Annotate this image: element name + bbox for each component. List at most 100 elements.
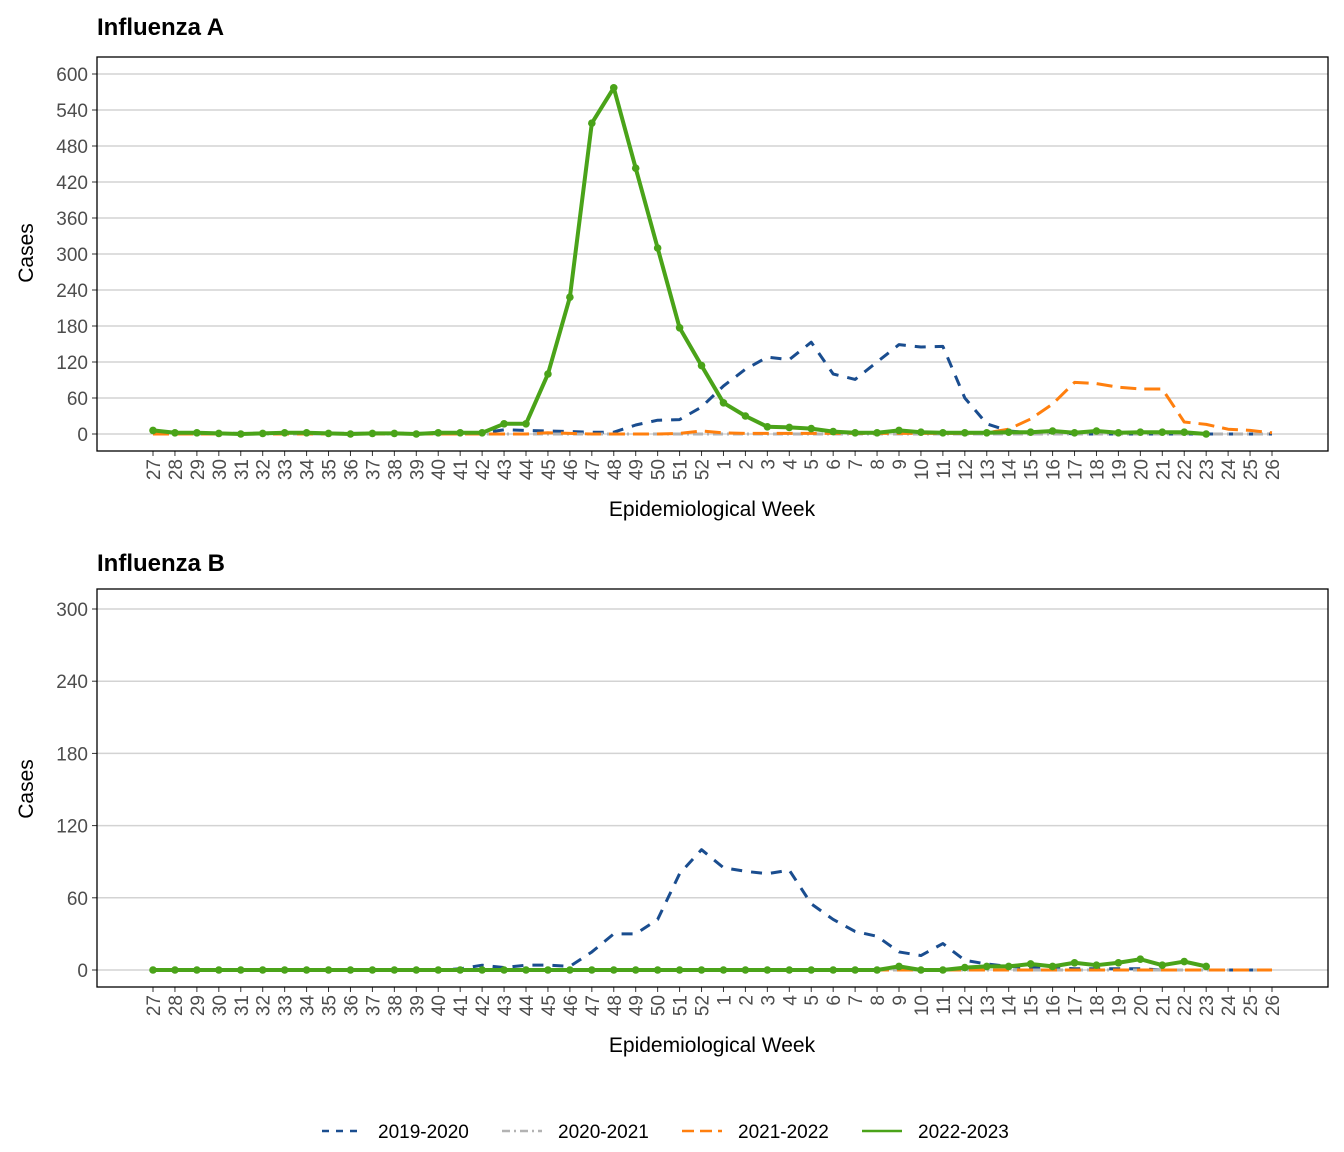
y-tick-label: 480 [56,137,88,158]
y-tick-label: 240 [56,281,88,302]
x-tick-label: 41 [451,459,472,480]
data-point-2022-2023 [324,966,333,974]
data-point-2022-2023 [741,966,750,974]
y-tick-label: 540 [56,101,88,122]
y-tick-label: 240 [56,672,88,693]
x-tick-label: 23 [1197,995,1218,1016]
panel-border [96,56,1329,452]
legend-label: 2019-2020 [378,1122,469,1143]
y-tick-label: 180 [56,744,88,765]
data-point-2022-2023 [1202,430,1210,438]
data-point-2022-2023 [1004,428,1013,437]
data-point-2022-2023 [215,966,223,974]
x-tick-label: 34 [298,995,319,1017]
x-tick-label: 25 [1241,995,1262,1016]
x-tick-label: 37 [363,459,384,480]
data-point-2022-2023 [500,420,508,428]
y-tick-label: 420 [56,173,88,194]
data-point-2022-2023 [544,370,552,378]
data-point-2022-2023 [829,966,837,974]
y-tick-label: 600 [56,65,88,86]
x-tick-label: 50 [649,995,670,1016]
x-tick-label: 30 [210,995,231,1016]
x-tick-label: 35 [320,459,341,480]
x-tick-label: 34 [298,459,319,481]
x-tick-label: 3 [758,459,779,470]
y-tick-label: 120 [56,353,88,374]
x-tick-label: 23 [1197,459,1218,480]
data-point-2022-2023 [478,429,486,437]
data-point-2022-2023 [500,966,508,974]
data-point-2022-2023 [1070,958,1079,967]
x-tick-label: 1 [714,459,735,470]
x-tick-label: 22 [1175,459,1196,480]
data-point-2022-2023 [851,966,859,974]
data-point-2022-2023 [566,966,574,974]
x-tick-label: 12 [956,459,977,480]
y-tick-label: 0 [77,961,88,982]
data-point-2022-2023 [1180,957,1189,966]
data-point-2022-2023 [1158,428,1167,437]
x-tick-label: 52 [693,995,714,1016]
data-point-2022-2023 [149,966,157,974]
x-tick-label: 41 [451,995,472,1016]
data-point-2022-2023 [719,399,728,407]
x-tick-label: 29 [188,995,209,1016]
x-tick-label: 1 [714,995,735,1006]
data-point-2022-2023 [609,966,618,974]
data-point-2022-2023 [982,429,991,437]
x-tick-label: 39 [407,459,428,480]
x-tick-label: 26 [1263,459,1284,480]
x-tick-label: 33 [276,995,297,1016]
data-point-2022-2023 [785,423,794,432]
data-point-2022-2023 [412,430,421,438]
x-tick-label: 29 [188,459,209,480]
x-tick-label: 2 [736,995,757,1006]
x-tick-label: 14 [1000,995,1021,1017]
x-tick-label: 32 [254,459,275,480]
x-tick-label: 51 [671,995,692,1016]
data-point-2022-2023 [193,429,201,437]
data-point-2022-2023 [1004,962,1013,971]
data-point-2022-2023 [456,429,464,437]
x-tick-label: 47 [583,995,604,1016]
x-tick-label: 18 [1087,459,1108,480]
data-point-2022-2023 [434,429,443,437]
x-tick-label: 43 [495,995,516,1016]
x-tick-label: 3 [758,995,779,1006]
data-point-2022-2023 [193,966,201,974]
series-line-2021-2022 [153,380,1273,436]
x-tick-label: 13 [978,995,999,1016]
data-point-2022-2023 [675,324,684,332]
x-tick-label: 17 [1066,995,1087,1016]
data-point-2022-2023 [763,423,772,431]
x-tick-label: 6 [824,459,845,470]
data-point-2022-2023 [236,966,245,974]
y-tick-label: 60 [67,389,88,410]
data-point-2022-2023 [1114,429,1123,437]
data-point-2022-2023 [982,962,991,971]
data-point-2022-2023 [1026,960,1035,968]
x-tick-label: 39 [407,995,428,1016]
data-point-2022-2023 [588,119,596,127]
x-tick-label: 37 [363,995,384,1016]
x-tick-label: 30 [210,459,231,480]
data-point-2022-2023 [1136,955,1145,963]
x-tick-label: 19 [1109,459,1130,480]
x-tick-label: 2 [736,459,757,470]
x-tick-label: 7 [846,459,867,470]
chart-a-ylabel: Cases [15,223,38,283]
x-tick-label: 44 [517,459,538,481]
data-point-2022-2023 [171,966,179,974]
chart-a-title: Influenza A [97,14,224,41]
x-tick-label: 50 [649,459,670,480]
x-tick-label: 25 [1241,459,1262,480]
x-tick-label: 9 [890,995,911,1006]
x-tick-label: 27 [144,995,165,1016]
data-point-2022-2023 [785,966,794,974]
x-tick-label: 49 [627,459,648,480]
data-point-2022-2023 [522,420,530,428]
x-tick-label: 11 [934,995,955,1015]
